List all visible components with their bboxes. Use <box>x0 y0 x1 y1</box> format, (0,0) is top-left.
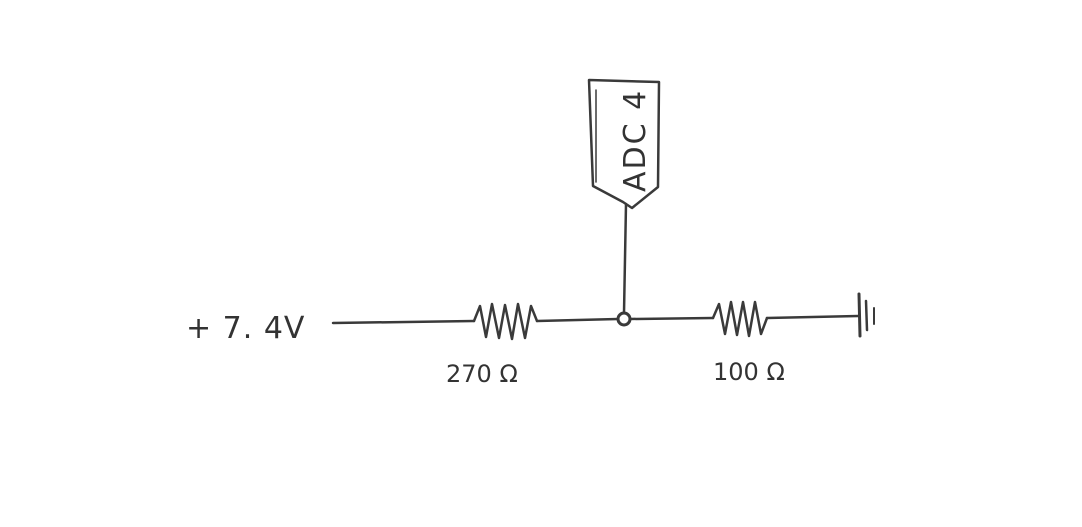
wire-to-node <box>535 317 620 323</box>
adc-label: ADC 4 <box>618 89 653 192</box>
resistor-100-label: 100 Ω <box>713 358 785 386</box>
wire-to-ground <box>765 314 860 320</box>
resistor-270 <box>472 302 539 341</box>
junction-node <box>616 311 632 327</box>
supply-wire <box>331 319 476 325</box>
supply-voltage-label: + 7. 4V <box>186 311 305 346</box>
resistor-100 <box>711 300 769 338</box>
adc-tag <box>587 78 661 210</box>
ground-icon <box>857 292 875 338</box>
wire-to-bottom-resistor <box>628 316 715 321</box>
resistor-270-label: 270 Ω <box>446 360 518 388</box>
adc-wire <box>622 202 628 315</box>
